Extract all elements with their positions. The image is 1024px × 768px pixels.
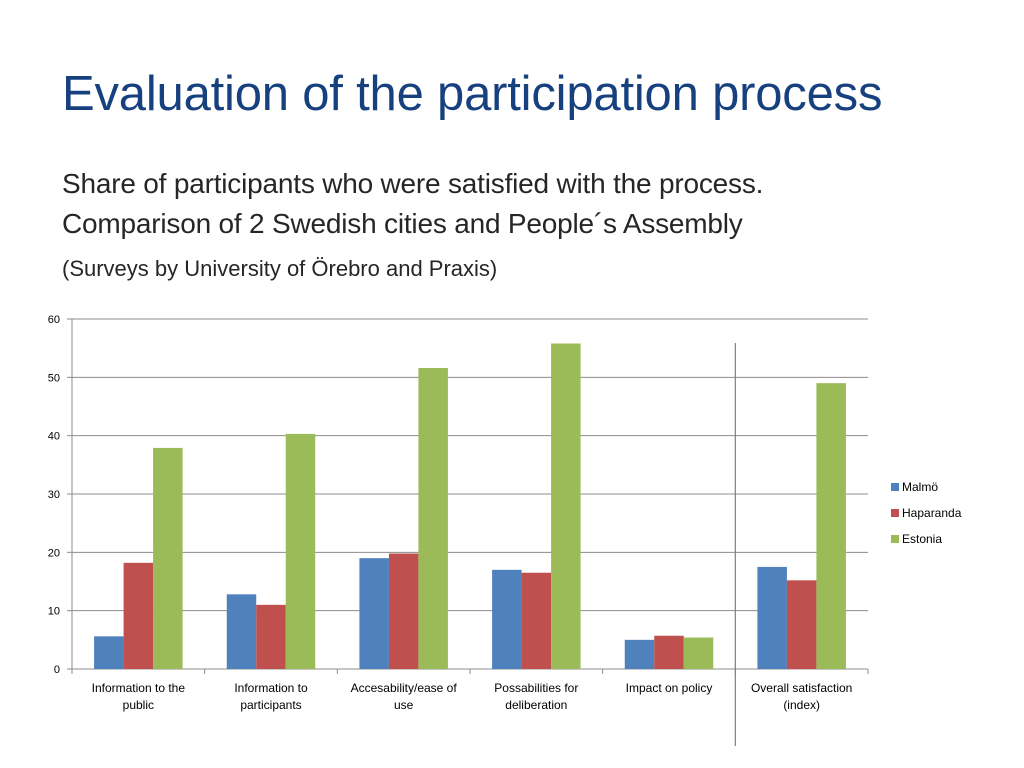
category-label: Accesability/ease of bbox=[351, 681, 458, 695]
bar-estonia-5 bbox=[816, 383, 846, 669]
legend-swatch bbox=[891, 509, 899, 517]
y-tick-label: 60 bbox=[48, 314, 60, 326]
subtitle-line-2: Comparison of 2 Swedish cities and Peopl… bbox=[62, 208, 743, 239]
bar-haparanda-1 bbox=[256, 604, 286, 669]
legend-label: Haparanda bbox=[902, 506, 962, 520]
bar-haparanda-2 bbox=[388, 553, 419, 669]
bar-haparanda-4 bbox=[654, 635, 684, 669]
bar-malm-0 bbox=[94, 636, 124, 669]
category-label: Impact on policy bbox=[626, 681, 713, 695]
category-label: deliberation bbox=[505, 698, 567, 712]
bar-haparanda-5 bbox=[786, 580, 817, 669]
bar-estonia-4 bbox=[683, 637, 714, 669]
category-label: Possabilities for bbox=[494, 681, 578, 695]
category-label: use bbox=[394, 698, 414, 712]
legend-label: Estonia bbox=[902, 532, 942, 546]
category-label: Information to the bbox=[92, 681, 186, 695]
category-label: participants bbox=[240, 698, 301, 712]
bar-malm-1 bbox=[226, 594, 257, 669]
legend-swatch bbox=[891, 535, 899, 543]
bar-estonia-0 bbox=[153, 447, 183, 669]
legend-label: Malmö bbox=[902, 480, 938, 494]
bar-estonia-3 bbox=[551, 343, 581, 669]
y-tick-label: 20 bbox=[48, 547, 60, 559]
category-label: Overall satisfaction bbox=[751, 681, 852, 695]
bar-malm-4 bbox=[624, 639, 655, 669]
category-label: Information to bbox=[234, 681, 308, 695]
y-tick-label: 0 bbox=[54, 664, 60, 676]
category-label: (index) bbox=[783, 698, 820, 712]
bar-malm-2 bbox=[359, 558, 389, 669]
y-tick-label: 10 bbox=[48, 606, 60, 618]
bar-estonia-2 bbox=[418, 368, 448, 669]
y-tick-label: 50 bbox=[48, 372, 60, 384]
bar-haparanda-3 bbox=[521, 572, 552, 669]
legend-swatch bbox=[891, 483, 899, 491]
bar-chart: 0 10 20 30 40 50 60 Information to the public Inf… bbox=[48, 314, 962, 746]
category-label: public bbox=[123, 698, 154, 712]
bar-malm-3 bbox=[492, 569, 522, 669]
y-tick-label: 30 bbox=[48, 489, 60, 501]
survey-note: (Surveys by University of Örebro and Pra… bbox=[62, 256, 498, 281]
slide-title: Evaluation of the participation process bbox=[62, 67, 883, 121]
bar-estonia-1 bbox=[285, 433, 316, 669]
bar-haparanda-0 bbox=[123, 562, 154, 669]
bar-malm-5 bbox=[757, 566, 787, 669]
y-tick-label: 40 bbox=[48, 431, 60, 443]
subtitle-line-1: Share of participants who were satisfied… bbox=[62, 168, 764, 199]
